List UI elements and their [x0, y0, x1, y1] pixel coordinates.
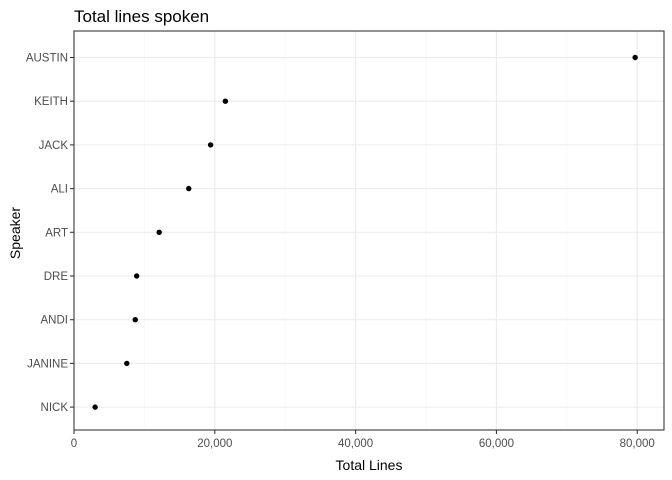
data-point-andi: [132, 317, 138, 323]
y-tick-label: NICK: [41, 402, 69, 414]
y-tick-label: ALI: [51, 184, 68, 196]
y-tick-label: JACK: [39, 140, 69, 152]
x-tick-label: 60,000: [479, 438, 514, 450]
grid-layer: [73, 31, 664, 430]
points-layer: [92, 54, 638, 410]
data-point-dre: [133, 273, 140, 279]
panel-border: [73, 30, 665, 431]
x-tick-label: 20,000: [197, 438, 232, 450]
y-tick-label: ART: [45, 227, 68, 239]
y-axis-title: Speaker: [7, 207, 23, 259]
data-point-jack: [207, 142, 214, 148]
x-tick-label: 80,000: [620, 438, 655, 450]
y-tick-label: AUSTIN: [26, 53, 68, 65]
data-point-ali: [186, 185, 192, 192]
ticks-layer: [70, 56, 638, 434]
x-tick-label: 40,000: [338, 438, 373, 450]
data-point-austin: [632, 54, 638, 61]
data-point-nick: [92, 404, 98, 410]
y-tick-label: KEITH: [34, 96, 68, 108]
x-tick-label: 0: [71, 438, 77, 450]
data-point-art: [156, 229, 162, 235]
data-point-janine: [124, 360, 130, 367]
labels-layer: 0 20,000 40,000 60,000 80,000 AUSTIN KEITH JACK…: [26, 53, 655, 451]
y-tick-label: JANINE: [27, 358, 68, 370]
y-tick-label: DRE: [44, 271, 69, 283]
x-axis-title: Total Lines: [336, 457, 403, 473]
data-point-keith: [222, 98, 229, 104]
y-tick-label: ANDI: [41, 315, 68, 327]
chart-title: Total lines spoken: [74, 7, 209, 26]
